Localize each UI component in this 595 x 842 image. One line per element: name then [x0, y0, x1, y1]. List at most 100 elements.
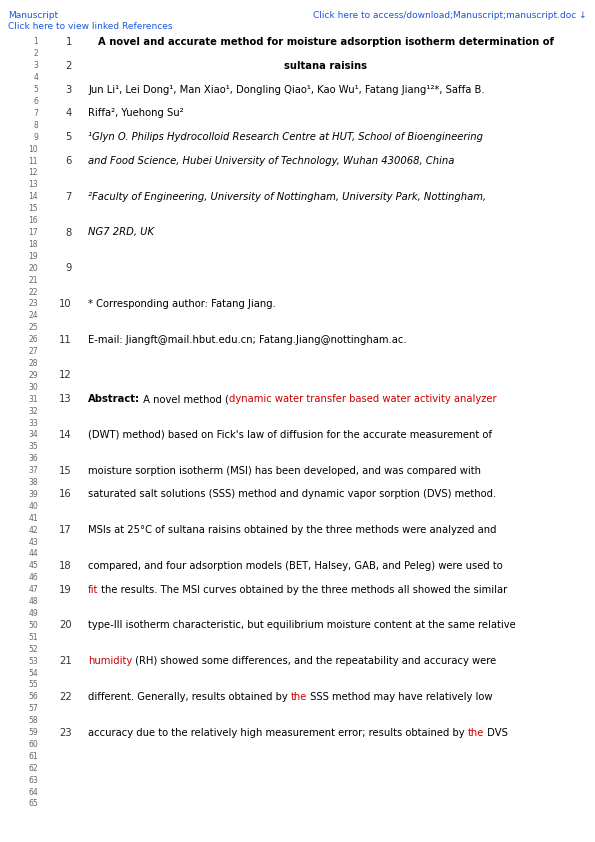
Text: 5: 5	[65, 132, 72, 142]
Text: 58: 58	[29, 717, 38, 725]
Text: ¹Glyn O. Philips Hydrocolloid Research Centre at HUT, School of Bioengineering: ¹Glyn O. Philips Hydrocolloid Research C…	[88, 132, 483, 142]
Text: the: the	[468, 727, 484, 738]
Text: 5: 5	[33, 85, 38, 94]
Text: 21: 21	[60, 656, 72, 666]
Text: 16: 16	[60, 489, 72, 499]
Text: fit: fit	[88, 584, 98, 594]
Text: 19: 19	[60, 584, 72, 594]
Text: 15: 15	[29, 205, 38, 213]
Text: 41: 41	[29, 514, 38, 523]
Text: A novel and accurate method for moisture adsorption isotherm determination of: A novel and accurate method for moisture…	[98, 37, 553, 47]
Text: dynamic water transfer based water activity analyzer: dynamic water transfer based water activ…	[229, 394, 497, 404]
Text: moisture sorption isotherm (MSI) has been developed, and was compared with: moisture sorption isotherm (MSI) has bee…	[88, 466, 481, 476]
Text: 21: 21	[29, 275, 38, 285]
Text: compared, and four adsorption models (BET, Halsey, GAB, and Peleg) were used to: compared, and four adsorption models (BE…	[88, 561, 503, 571]
Text: 22: 22	[29, 287, 38, 296]
Text: 33: 33	[28, 418, 38, 428]
Text: 34: 34	[28, 430, 38, 440]
Text: 8: 8	[66, 227, 72, 237]
Text: 3: 3	[33, 61, 38, 71]
Text: 1: 1	[65, 37, 72, 47]
Text: 7: 7	[33, 109, 38, 118]
Text: 16: 16	[29, 216, 38, 225]
Text: the: the	[291, 692, 307, 702]
Text: E-mail: Jiangft@mail.hbut.edu.cn; Fatang.Jiang@nottingham.ac.: E-mail: Jiangft@mail.hbut.edu.cn; Fatang…	[88, 334, 406, 344]
Text: 10: 10	[60, 299, 72, 309]
Text: 20: 20	[29, 264, 38, 273]
Text: 12: 12	[60, 370, 72, 381]
Text: 7: 7	[65, 192, 72, 202]
Text: 26: 26	[29, 335, 38, 344]
Text: 9: 9	[65, 264, 72, 273]
Text: 61: 61	[29, 752, 38, 761]
Text: SSS method may have relatively low: SSS method may have relatively low	[307, 692, 493, 702]
Text: 27: 27	[29, 347, 38, 356]
Text: (RH) showed some differences, and the repeatability and accuracy were: (RH) showed some differences, and the re…	[132, 656, 496, 666]
Text: 18: 18	[60, 561, 72, 571]
Text: 32: 32	[29, 407, 38, 416]
Text: the results. The MSI curves obtained by the three methods all showed the similar: the results. The MSI curves obtained by …	[98, 584, 508, 594]
Text: 15: 15	[60, 466, 72, 476]
Text: Click here to view linked References: Click here to view linked References	[8, 22, 173, 31]
Text: 46: 46	[28, 573, 38, 583]
Text: 64: 64	[28, 787, 38, 797]
Text: 31: 31	[29, 395, 38, 403]
Text: ²Faculty of Engineering, University of Nottingham, University Park, Nottingham,: ²Faculty of Engineering, University of N…	[88, 192, 486, 202]
Text: 23: 23	[60, 727, 72, 738]
Text: 19: 19	[29, 252, 38, 261]
Text: NG7 2RD, UK: NG7 2RD, UK	[88, 227, 154, 237]
Text: 54: 54	[28, 669, 38, 678]
Text: 44: 44	[28, 550, 38, 558]
Text: 36: 36	[28, 454, 38, 463]
Text: * Corresponding author: Fatang Jiang.: * Corresponding author: Fatang Jiang.	[88, 299, 276, 309]
Text: 11: 11	[29, 157, 38, 166]
Text: Manuscript: Manuscript	[8, 11, 58, 20]
Text: 59: 59	[28, 728, 38, 737]
Text: 37: 37	[28, 466, 38, 475]
Text: 42: 42	[29, 525, 38, 535]
Text: type-III isotherm characteristic, but equilibrium moisture content at the same r: type-III isotherm characteristic, but eq…	[88, 621, 516, 631]
Text: 6: 6	[33, 97, 38, 106]
Text: 50: 50	[28, 621, 38, 630]
Text: 43: 43	[28, 537, 38, 546]
Text: A novel method (: A novel method (	[140, 394, 229, 404]
Text: 13: 13	[60, 394, 72, 404]
Text: saturated salt solutions (SSS) method and dynamic vapor sorption (DVS) method.: saturated salt solutions (SSS) method an…	[88, 489, 496, 499]
Text: 17: 17	[29, 228, 38, 237]
Text: 18: 18	[29, 240, 38, 249]
Text: 56: 56	[28, 692, 38, 701]
Text: 47: 47	[28, 585, 38, 594]
Text: 48: 48	[29, 597, 38, 606]
Text: 12: 12	[29, 168, 38, 178]
Text: MSIs at 25°C of sultana raisins obtained by the three methods were analyzed and: MSIs at 25°C of sultana raisins obtained…	[88, 525, 496, 536]
Text: accuracy due to the relatively high measurement error; results obtained by: accuracy due to the relatively high meas…	[88, 727, 468, 738]
Text: 24: 24	[29, 312, 38, 320]
Text: 63: 63	[28, 775, 38, 785]
Text: 14: 14	[60, 430, 72, 440]
Text: (DWT) method) based on Fick's law of diffusion for the accurate measurement of: (DWT) method) based on Fick's law of dif…	[88, 430, 492, 440]
Text: 52: 52	[29, 645, 38, 653]
Text: 14: 14	[29, 192, 38, 201]
Text: and Food Science, Hubei University of Technology, Wuhan 430068, China: and Food Science, Hubei University of Te…	[88, 156, 455, 166]
Text: 40: 40	[28, 502, 38, 511]
Text: Jun Li¹, Lei Dong¹, Man Xiao¹, Dongling Qiao¹, Kao Wu¹, Fatang Jiang¹²*, Saffa B: Jun Li¹, Lei Dong¹, Man Xiao¹, Dongling …	[88, 85, 484, 94]
Text: 28: 28	[29, 359, 38, 368]
Text: 49: 49	[28, 609, 38, 618]
Text: 10: 10	[29, 145, 38, 153]
Text: 2: 2	[65, 61, 72, 71]
Text: 22: 22	[60, 692, 72, 702]
Text: humidity: humidity	[88, 656, 132, 666]
Text: 4: 4	[33, 73, 38, 83]
Text: 11: 11	[60, 334, 72, 344]
Text: 62: 62	[29, 764, 38, 773]
Text: sultana raisins: sultana raisins	[284, 61, 367, 71]
Text: 3: 3	[66, 85, 72, 94]
Text: 13: 13	[29, 180, 38, 189]
Text: Abstract:: Abstract:	[88, 394, 140, 404]
Text: 1: 1	[33, 38, 38, 46]
Text: 29: 29	[29, 370, 38, 380]
Text: Click here to access/download;Manuscript;manuscript.doc ↓: Click here to access/download;Manuscript…	[314, 11, 587, 20]
Text: 4: 4	[66, 109, 72, 119]
Text: 45: 45	[28, 562, 38, 570]
Text: 25: 25	[29, 323, 38, 333]
